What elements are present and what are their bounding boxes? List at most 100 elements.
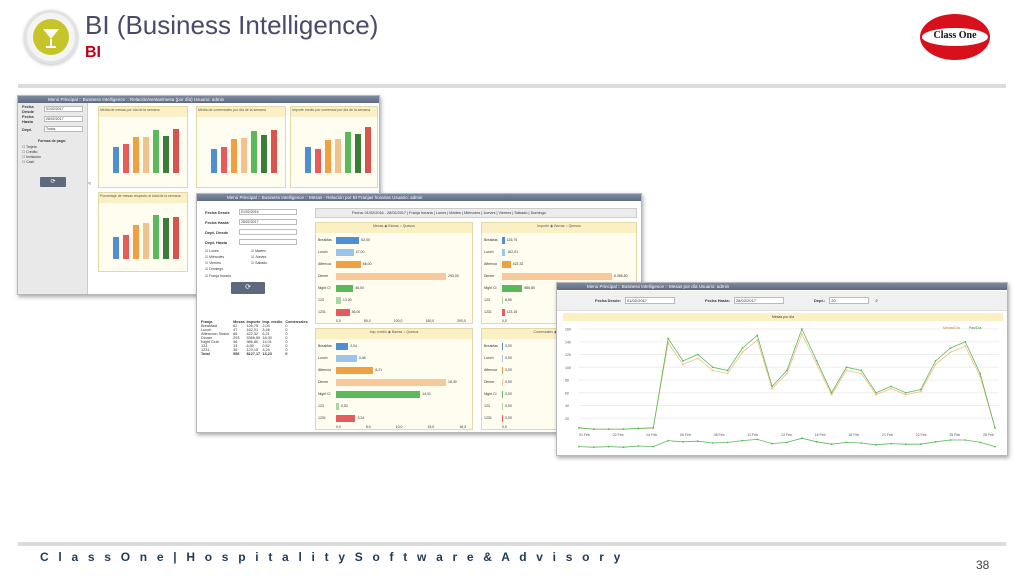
day-checkbox[interactable]: ☑ Viernes	[205, 261, 221, 265]
table-total-row: Total 556 8127,17 13,23 0	[201, 352, 311, 356]
bar-label: 123	[484, 404, 490, 408]
data-point	[860, 369, 863, 372]
search-icon[interactable]: ⌕	[875, 297, 879, 304]
franja-checkbox[interactable]: ☑ Franja horaria	[205, 274, 231, 278]
hospitality-logo	[24, 10, 78, 64]
data-point	[578, 445, 580, 448]
x-tick-label: 25 Feb	[949, 433, 960, 437]
data-point	[919, 388, 922, 391]
bar-value: 14,01	[422, 392, 431, 396]
bar-label: 123	[484, 298, 490, 302]
bar-value: 0,00	[505, 416, 512, 420]
day-checkbox[interactable]: ☑ Jueves	[251, 255, 267, 259]
data-point	[875, 393, 878, 396]
day-checkbox[interactable]: ☑ Lunes	[205, 249, 219, 253]
data-point	[815, 440, 818, 443]
chart-bar	[153, 129, 159, 173]
table-row: Breakfast 62 126,75 2,04 0	[201, 324, 311, 328]
bar-chart	[111, 209, 185, 259]
table-cell: 0,52	[262, 344, 270, 348]
data-point	[652, 445, 655, 448]
x-tick-label: 28 Feb	[983, 433, 994, 437]
dept-to-field[interactable]: Dept. Hasta	[205, 238, 297, 246]
data-point	[786, 441, 788, 444]
bottom-divider	[18, 542, 1006, 546]
chart-bar	[336, 391, 421, 398]
slide-subtitle: BI	[85, 44, 101, 61]
bar-label: Dinner	[484, 274, 495, 278]
payment-option[interactable]: ☐ Invitación	[22, 155, 41, 159]
data-point	[771, 442, 774, 445]
chart-bar	[251, 130, 257, 173]
table-cell: 6,21	[262, 332, 270, 336]
chart-bar	[502, 249, 506, 256]
table-cell: 0	[285, 328, 288, 332]
reload-button[interactable]: ⟳	[40, 177, 66, 187]
date-to-input[interactable]: 28/02/2017	[733, 297, 784, 304]
date-to-field[interactable]: Fecha Hasta 28/02/2017	[22, 114, 83, 124]
axis-labels: 0,0 50,0 100,0 150,0 200,0	[336, 319, 466, 323]
date-to-field[interactable]: Fecha Hasta 28/02/2017	[205, 218, 297, 226]
date-from-field[interactable]: Fecha Desde 01/02/2017	[22, 104, 83, 114]
bar-label: 1231	[318, 310, 326, 314]
data-point	[726, 369, 729, 372]
date-from-field[interactable]: Fecha Desde 01/02/2016	[205, 208, 297, 216]
chart-bar	[336, 261, 361, 268]
table-cell: 123,15	[246, 348, 259, 352]
bar-value: 18,30	[448, 380, 457, 384]
table-cell: 162,01	[246, 328, 259, 332]
data-point	[756, 334, 759, 337]
chart-panel-imp-medio: Imp. medio ◉ Barras ○ Quesos Breakfas 2,04…	[315, 328, 473, 430]
bar-value: 3,24	[357, 416, 365, 420]
bar-value: 5.366,50	[614, 274, 628, 278]
date-from-input[interactable]: 01/02/2017	[625, 297, 676, 304]
data-point	[830, 391, 833, 394]
reload-button[interactable]: ⟳	[231, 282, 265, 294]
data-point	[667, 439, 670, 442]
table-cell: 422,32	[246, 332, 259, 336]
table-row: 123 13 6,80 0,52 0	[201, 344, 311, 348]
table-row: Lunch 47 162,01 3,46 0	[201, 328, 311, 332]
line-chart: 160 140 120 100 80 60 40 20 01 Feb 02 Feb 04 Feb 06…	[565, 326, 999, 449]
data-point	[786, 372, 788, 375]
chart-bar	[325, 140, 331, 173]
day-checkbox[interactable]: ☑ Domingo	[205, 267, 224, 271]
chart-bar	[502, 367, 503, 374]
payment-option[interactable]: ☐ Tarjeta	[22, 145, 37, 149]
data-point	[934, 359, 937, 362]
collapse-icon[interactable]: «	[88, 181, 92, 187]
day-checkbox[interactable]: ☑ Sábado	[251, 261, 268, 265]
data-point	[845, 441, 848, 444]
y-tick-label: 140	[565, 340, 571, 344]
dept-input[interactable]: 20	[829, 297, 870, 304]
chart-bar	[365, 127, 371, 173]
table-cell: 0	[285, 336, 288, 340]
day-checkbox[interactable]: ☑ Miércoles	[205, 255, 225, 259]
chart-bar	[502, 391, 503, 398]
bar-value: 0,52	[341, 404, 348, 408]
bar-label: Afternoo	[318, 262, 332, 266]
payment-option[interactable]: ☐ Cash	[22, 160, 35, 164]
legend-item[interactable]: Pax/Día	[969, 326, 982, 330]
data-point	[979, 441, 982, 444]
bar-value: 0,00	[505, 404, 512, 408]
legend-item[interactable]: Mesas/Día	[943, 326, 960, 330]
chart-bar	[336, 343, 349, 350]
data-point	[845, 366, 848, 369]
chart-bar	[173, 128, 179, 173]
column-header: Comensales	[285, 320, 308, 324]
chart-bar	[315, 149, 321, 173]
dept-field[interactable]: Dept. Todos	[22, 125, 83, 133]
column-header: Mesas	[233, 320, 245, 324]
day-checkbox[interactable]: ☑ Martes	[251, 249, 266, 253]
x-tick-label: 04 Feb	[646, 433, 657, 437]
y-tick-label: 160	[565, 328, 571, 332]
payment-label: Formas de pago:	[38, 139, 67, 143]
chart-bar	[355, 133, 361, 173]
chart-bar	[502, 309, 505, 316]
chart-title: Importe ◉ Barras ○ Quesos	[482, 223, 636, 233]
payment-option[interactable]: ☐ Crédito	[22, 150, 38, 154]
date-from-label: Fecha Desde:	[595, 298, 622, 303]
chart-bar	[271, 129, 277, 173]
dept-from-field[interactable]: Dept. Desde	[205, 228, 297, 236]
